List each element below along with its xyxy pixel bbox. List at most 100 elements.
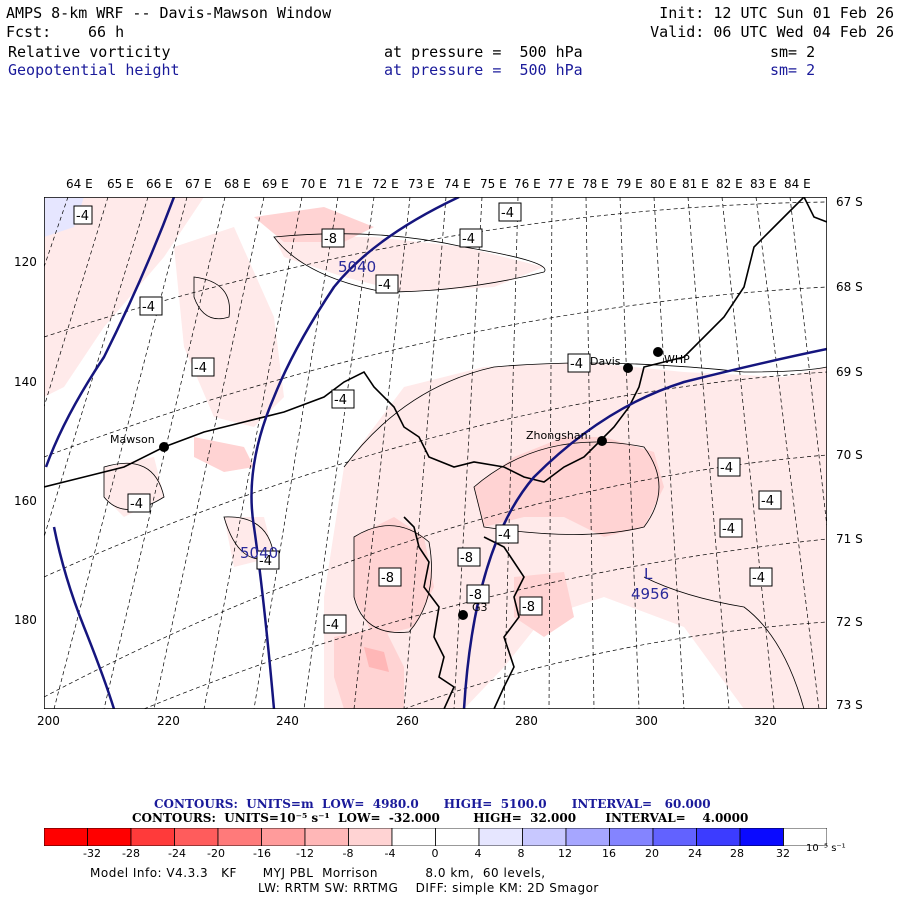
contour-label: -8 (457, 547, 481, 567)
svg-text:G3: G3 (472, 601, 488, 614)
init-time: Init: 12 UTC Sun 01 Feb 26 (659, 4, 894, 22)
lat-tick: 67 S (836, 195, 863, 209)
colorbar-tick: 0 (431, 847, 439, 860)
contour-label: -4 (459, 228, 483, 248)
colorbar-tick: -28 (122, 847, 140, 860)
contour-label: -8 (321, 228, 345, 248)
grid-x-tick: 200 (37, 714, 60, 728)
colorbar-swatch (87, 828, 132, 846)
contour-label: -4 (498, 202, 522, 222)
colorbar-swatch (348, 828, 393, 846)
svg-text:-4: -4 (761, 494, 774, 509)
colorbar-tick: 20 (645, 847, 659, 860)
lat-tick: 72 S (836, 615, 863, 629)
lon-tick: 82 E (716, 177, 743, 191)
lon-tick: 76 E (514, 177, 541, 191)
lat-tick: 70 S (836, 448, 863, 462)
lon-tick: 64 E (66, 177, 93, 191)
contour-label: -4 (719, 518, 743, 538)
contour-labels: -4 -4 -8 -4 -4 -4 -4 -4 -4 -4 -4 -4 -4 -… (73, 202, 782, 634)
colorbar-swatch (304, 828, 349, 846)
lat-tick: 71 S (836, 532, 863, 546)
svg-text:Zhongshan: Zhongshan (526, 429, 588, 442)
height-label: 5040 (338, 258, 376, 276)
lon-tick: 71 E (336, 177, 363, 191)
colorbar-tick: -32 (83, 847, 101, 860)
svg-text:-4: -4 (752, 571, 765, 586)
colorbar-tick: 28 (730, 847, 744, 860)
grid-x-tick: 300 (635, 714, 658, 728)
colorbar-swatch (435, 828, 480, 846)
colorbar-swatch (391, 828, 436, 846)
grid-x-tick: 280 (515, 714, 538, 728)
lon-tick: 73 E (408, 177, 435, 191)
station-g3: G3 (458, 601, 488, 620)
lon-tick: 78 E (582, 177, 609, 191)
svg-text:-4: -4 (142, 300, 155, 315)
valid-time: Valid: 06 UTC Wed 04 Feb 26 (650, 23, 894, 41)
field1-pressure: at pressure = 500 hPa (384, 43, 583, 61)
svg-text:-8: -8 (522, 600, 535, 615)
field2-name: Geopotential height (8, 61, 180, 79)
lon-tick: 83 E (750, 177, 777, 191)
svg-text:-4: -4 (326, 618, 339, 633)
contour-label: -4 (567, 353, 591, 373)
height-labels: 5040 5040 4956 L (240, 258, 669, 603)
colorbar-tick: 16 (602, 847, 616, 860)
contour-label: -8 (519, 596, 543, 616)
svg-text:Davis: Davis (590, 355, 621, 368)
contour-label: -4 (73, 205, 93, 225)
colorbar-swatch (217, 828, 262, 846)
colorbar-unit: 10⁻⁵ s⁻¹ (806, 843, 846, 854)
grid-x-tick: 220 (157, 714, 180, 728)
colorbar-swatch (478, 828, 523, 846)
grid-y-tick: 160 (14, 494, 37, 508)
grid-y-tick: 140 (14, 375, 37, 389)
svg-text:-4: -4 (501, 206, 514, 221)
colorbar-tick: 8 (517, 847, 525, 860)
grid-x-tick: 260 (396, 714, 419, 728)
svg-text:-4: -4 (130, 497, 143, 512)
graticule (44, 197, 827, 709)
svg-text:-4: -4 (462, 232, 475, 247)
forecast-value: 66 h (88, 23, 125, 41)
lon-tick: 84 E (784, 177, 811, 191)
svg-text:-8: -8 (469, 588, 482, 603)
colorbar-tick: 12 (558, 847, 572, 860)
colorbar-swatch (783, 828, 827, 846)
contour-label: -4 (191, 357, 215, 377)
contour-label: -8 (466, 584, 490, 604)
lon-tick: 67 E (185, 177, 212, 191)
colorbar-swatch (174, 828, 219, 846)
contour-label: -4 (758, 490, 782, 510)
grid-y-tick: 120 (14, 255, 37, 269)
colorbar (44, 828, 827, 846)
height-contours (44, 197, 827, 709)
svg-text:-8: -8 (460, 551, 473, 566)
colorbar-swatch (522, 828, 567, 846)
colorbar-tick: -24 (168, 847, 186, 860)
colorbar-tick: -8 (342, 847, 354, 860)
lon-tick: 70 E (300, 177, 327, 191)
svg-text:-4: -4 (194, 361, 207, 376)
forecast-label: Fcst: (6, 23, 52, 41)
grid-y-tick: 180 (14, 613, 37, 627)
contour-label: -4 (323, 614, 347, 634)
map-panel[interactable]: -4 -4 -8 -4 -4 -4 -4 -4 -4 -4 -4 -4 -4 -… (44, 197, 827, 709)
svg-text:WHP: WHP (664, 353, 690, 366)
height-label: 5040 (240, 544, 278, 562)
lon-tick: 75 E (480, 177, 507, 191)
colorbar-tick: -12 (296, 847, 314, 860)
vorticity-shading (44, 197, 827, 709)
colorbar-tick: 32 (776, 847, 790, 860)
contour-label: -4 (127, 493, 151, 513)
stations: Mawson Davis WHP Zhongshan G3 (110, 347, 690, 620)
lon-tick: 81 E (682, 177, 709, 191)
colorbar-tick: -4 (384, 847, 396, 860)
colorbar-tick: 4 (474, 847, 482, 860)
coastline (44, 197, 827, 709)
lon-tick: 77 E (548, 177, 575, 191)
svg-text:-4: -4 (722, 522, 735, 537)
grid-x-tick: 320 (754, 714, 777, 728)
svg-text:-4: -4 (259, 554, 272, 569)
